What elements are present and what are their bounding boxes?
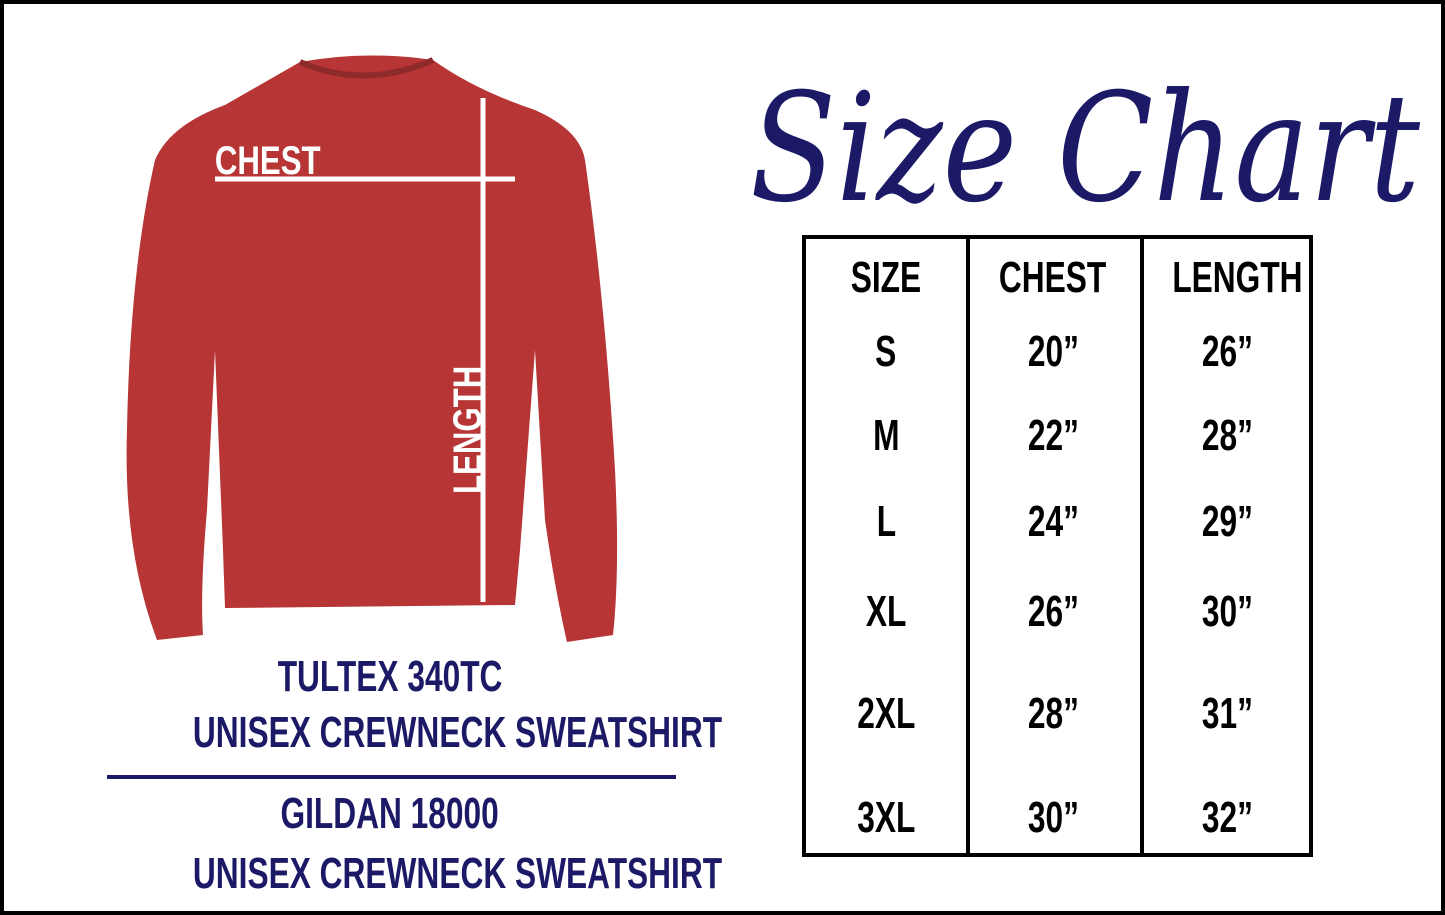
chest-cell: 26”	[973, 587, 1133, 637]
column-divider	[1140, 239, 1144, 853]
header-length: LENGTH	[1147, 253, 1307, 303]
size-cell-text: 2XL	[856, 689, 916, 738]
length-cell-text: 26”	[1201, 327, 1253, 376]
chest-cell: 30”	[973, 793, 1133, 843]
product-1-description-text: UNISEX CREWNECK SWEATSHIRT	[192, 708, 723, 757]
chest-cell: 28”	[973, 689, 1133, 739]
length-cell-text: 29”	[1201, 497, 1253, 546]
product-2-description-text: UNISEX CREWNECK SWEATSHIRT	[192, 849, 723, 898]
length-cell-text: 31”	[1201, 689, 1253, 738]
chest-label: CHEST	[215, 138, 321, 183]
length-cell-text: 32”	[1201, 793, 1253, 842]
product-2-model-text: GILDAN 18000	[280, 789, 500, 838]
length-cell: 32”	[1147, 793, 1307, 843]
size-cell-text: M	[872, 411, 900, 460]
chest-cell: 24”	[973, 497, 1133, 547]
chest-cell-text: 22”	[1027, 411, 1079, 460]
length-cell-text: 30”	[1201, 587, 1253, 636]
product-2-model: GILDAN 18000	[90, 789, 690, 839]
length-label: LENGTH	[445, 366, 490, 494]
header-length-text: LENGTH	[1172, 253, 1303, 302]
size-chart-title: Size Chart	[740, 40, 1430, 240]
chest-cell-text: 28”	[1027, 689, 1079, 738]
size-cell-text: 3XL	[856, 793, 916, 842]
length-cell: 29”	[1147, 497, 1307, 547]
product-1-description: UNISEX CREWNECK SWEATSHIRT	[90, 708, 722, 758]
length-cell-text: 28”	[1201, 411, 1253, 460]
product-1-model: TULTEX 340TC	[90, 652, 690, 702]
size-table: SIZE CHEST LENGTH S 20” 26” M 22” 28” L 24” 29” XL 26…	[802, 235, 1313, 857]
column-divider	[966, 239, 970, 853]
sweatshirt-illustration: CHEST LENGTH	[126, 55, 618, 643]
header-chest-text: CHEST	[999, 253, 1107, 302]
chest-cell-text: 30”	[1027, 793, 1079, 842]
chest-cell: 22”	[973, 411, 1133, 461]
chest-cell-text: 24”	[1027, 497, 1079, 546]
chest-cell-text: 26”	[1027, 587, 1079, 636]
chest-cell-text: 20”	[1027, 327, 1079, 376]
product-divider	[107, 775, 676, 779]
title-text: Size Chart	[750, 62, 1421, 236]
size-cell: M	[806, 411, 966, 461]
header-size: SIZE	[806, 253, 966, 303]
size-cell: XL	[806, 587, 966, 637]
size-cell-text: S	[875, 327, 897, 376]
size-cell: L	[806, 497, 966, 547]
sweatshirt-body	[126, 55, 618, 643]
length-cell: 31”	[1147, 689, 1307, 739]
product-2-description: UNISEX CREWNECK SWEATSHIRT	[90, 849, 722, 899]
size-cell-text: XL	[865, 587, 907, 636]
header-chest: CHEST	[973, 253, 1133, 303]
size-cell: S	[806, 327, 966, 377]
size-cell-text: L	[876, 497, 896, 546]
length-cell: 30”	[1147, 587, 1307, 637]
length-cell: 28”	[1147, 411, 1307, 461]
header-size-text: SIZE	[850, 253, 922, 302]
size-cell: 2XL	[806, 689, 966, 739]
collar	[298, 57, 435, 79]
product-1-model-text: TULTEX 340TC	[277, 652, 503, 701]
length-cell: 26”	[1147, 327, 1307, 377]
size-cell: 3XL	[806, 793, 966, 843]
chest-cell: 20”	[973, 327, 1133, 377]
